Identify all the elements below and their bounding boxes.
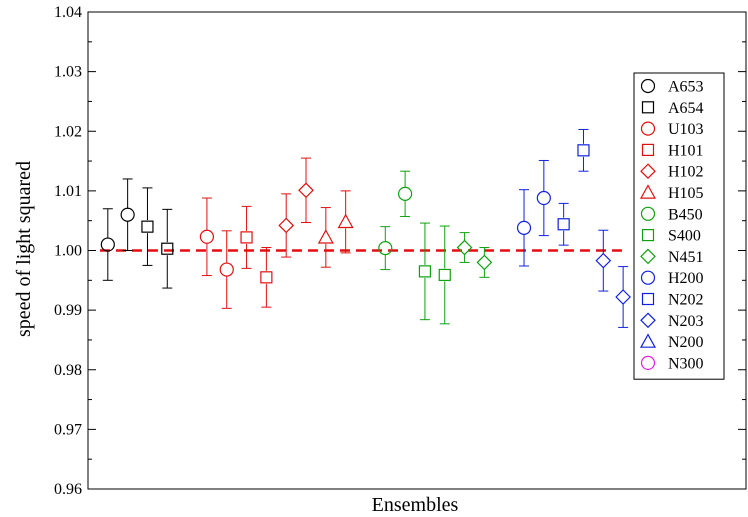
legend-item-n300: N300 bbox=[640, 355, 704, 372]
data-point bbox=[161, 242, 174, 255]
legend-marker bbox=[641, 101, 655, 114]
data-point bbox=[100, 237, 115, 252]
data-point bbox=[577, 144, 590, 157]
data-point bbox=[141, 220, 154, 233]
legend-marker bbox=[639, 333, 657, 348]
y-tick-label: 0.99 bbox=[54, 302, 82, 319]
legend-label: B450 bbox=[668, 206, 703, 223]
legend-marker bbox=[640, 206, 656, 221]
legend: A653 A654 U103 H101 H102 H105 B450 S400 N451 H200… bbox=[633, 72, 725, 380]
data-series-group bbox=[100, 128, 710, 328]
series-u103 bbox=[199, 197, 234, 309]
series-h200 bbox=[516, 159, 551, 267]
data-point bbox=[298, 182, 314, 199]
x-axis-title: Ensembles bbox=[372, 494, 459, 516]
legend-marker bbox=[640, 248, 656, 265]
y-axis: 0.96 0.97 0.98 0.99 1.00 1.01 1.02 1.03 1.04 bbox=[54, 4, 746, 498]
series-b450 bbox=[378, 170, 413, 271]
legend-marker bbox=[641, 292, 655, 306]
legend-item-n202: N202 bbox=[641, 292, 704, 309]
data-point bbox=[595, 252, 612, 269]
legend-label: N202 bbox=[668, 292, 704, 309]
legend-marker bbox=[639, 184, 657, 199]
legend-item-h105: H105 bbox=[639, 184, 704, 202]
data-point bbox=[418, 265, 432, 278]
data-point bbox=[557, 218, 570, 231]
legend-marker bbox=[640, 121, 656, 136]
legend-label: N300 bbox=[668, 355, 704, 372]
data-point bbox=[240, 231, 253, 244]
legend-item-n200: N200 bbox=[639, 333, 704, 351]
legend-item-h101: H101 bbox=[641, 142, 704, 159]
data-point bbox=[456, 239, 473, 256]
legend-label: U103 bbox=[668, 121, 704, 138]
series-a654 bbox=[141, 187, 174, 289]
series-s400 bbox=[418, 222, 451, 325]
y-axis-title: speed of light squared bbox=[13, 161, 35, 337]
legend-marker bbox=[640, 270, 656, 285]
legend-label: H101 bbox=[668, 142, 704, 159]
data-point bbox=[120, 207, 135, 222]
legend-item-a654: A654 bbox=[641, 100, 704, 117]
data-point bbox=[260, 271, 273, 284]
series-h101 bbox=[240, 205, 273, 308]
y-tick-label: 1.01 bbox=[54, 183, 82, 200]
data-point bbox=[317, 229, 334, 244]
data-point bbox=[378, 241, 393, 256]
data-point bbox=[219, 262, 234, 277]
legend-marker bbox=[640, 163, 656, 180]
series-h105 bbox=[317, 190, 354, 268]
legend-label: N451 bbox=[668, 249, 704, 266]
series-n451 bbox=[456, 232, 493, 278]
y-tick-label: 1.00 bbox=[54, 243, 82, 260]
data-point bbox=[536, 190, 551, 206]
legend-marker bbox=[640, 355, 656, 370]
legend-marker bbox=[641, 229, 655, 242]
legend-label: N200 bbox=[668, 334, 704, 351]
series-n202 bbox=[557, 128, 590, 246]
legend-item-h102: H102 bbox=[640, 163, 704, 181]
legend-label: H200 bbox=[668, 270, 704, 287]
data-point bbox=[278, 217, 295, 234]
y-tick-label: 1.04 bbox=[54, 4, 82, 21]
data-point bbox=[438, 268, 451, 282]
legend-item-b450: B450 bbox=[640, 206, 703, 223]
data-point bbox=[199, 229, 215, 244]
y-tick-label: 1.02 bbox=[54, 123, 82, 140]
series-a653 bbox=[100, 178, 135, 281]
legend-box bbox=[633, 72, 725, 380]
y-tick-label: 0.98 bbox=[54, 362, 82, 379]
legend-label: A654 bbox=[668, 100, 704, 117]
data-point bbox=[516, 220, 532, 235]
legend-label: H102 bbox=[668, 164, 704, 181]
series-n203 bbox=[595, 229, 631, 328]
legend-item-u103: U103 bbox=[640, 121, 704, 138]
legend-label: H105 bbox=[668, 185, 704, 202]
legend-marker bbox=[640, 312, 656, 329]
legend-label: A653 bbox=[668, 79, 704, 96]
y-tick-label: 0.97 bbox=[54, 421, 82, 438]
legend-item-n451: N451 bbox=[640, 248, 704, 266]
series-h102 bbox=[278, 157, 314, 258]
legend-marker bbox=[641, 143, 655, 156]
legend-item-a653: A653 bbox=[640, 78, 704, 96]
legend-marker bbox=[640, 78, 656, 94]
legend-item-s400: S400 bbox=[641, 228, 701, 245]
legend-label: S400 bbox=[668, 228, 701, 245]
legend-item-h200: H200 bbox=[640, 270, 704, 287]
data-point bbox=[476, 254, 493, 271]
data-point bbox=[398, 186, 413, 201]
legend-label: N203 bbox=[668, 313, 704, 330]
y-tick-label: 1.03 bbox=[54, 64, 82, 81]
data-point bbox=[337, 213, 354, 229]
y-tick-label: 0.96 bbox=[54, 481, 82, 498]
data-point bbox=[615, 289, 631, 305]
legend-item-n203: N203 bbox=[640, 312, 704, 330]
